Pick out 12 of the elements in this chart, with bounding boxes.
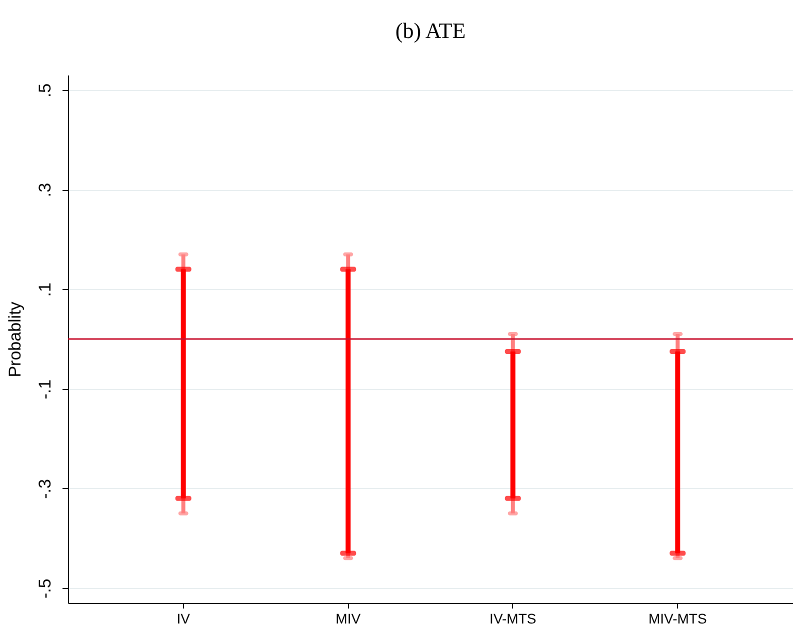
y-axis-title: Probablity <box>6 301 24 378</box>
x-tick-label: IV <box>176 610 191 626</box>
y-tick-label: -.3 <box>36 479 54 499</box>
y-tick-label: .1 <box>36 282 54 297</box>
y-tick-label: -.1 <box>36 379 54 400</box>
x-tick-label: MIV <box>336 610 362 626</box>
x-tick-label: IV-MTS <box>490 610 536 626</box>
x-tick-label: MIV-MTS <box>648 610 707 626</box>
y-tick-label: -.5 <box>36 578 54 598</box>
chart-title: (b) ATE <box>395 18 466 43</box>
y-tick-label: .3 <box>36 182 54 198</box>
y-tick-label: .5 <box>36 83 54 98</box>
